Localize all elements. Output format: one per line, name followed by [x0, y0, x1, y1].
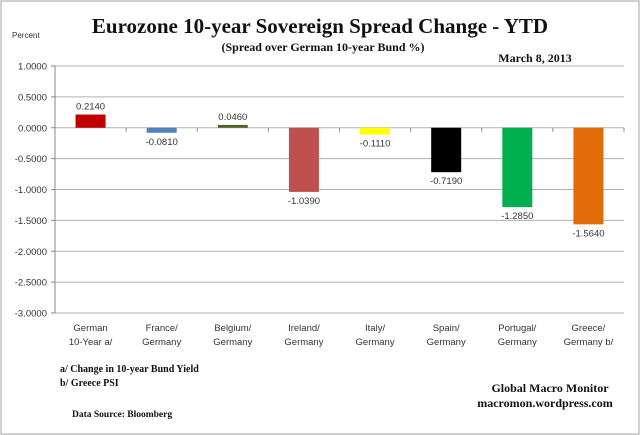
data-label: -1.2850 [501, 211, 533, 222]
credit-url: macromon.wordpress.com [477, 396, 613, 410]
chart-title: Eurozone 10-year Sovereign Spread Change… [92, 14, 548, 38]
y-tick-label: -3.0000 [15, 309, 47, 320]
data-label: 0.0460 [218, 112, 247, 123]
y-tick-label: -1.0000 [15, 185, 47, 196]
x-tick-label: German [73, 323, 107, 334]
y-tick-label: -1.5000 [15, 216, 47, 227]
x-tick-label: Germany [284, 337, 323, 348]
y-tick-label: -0.5000 [15, 154, 47, 165]
bar [75, 114, 106, 128]
x-tick-label: Greece/ [572, 323, 606, 334]
footnote-a: a/ Change in 10-year Bund Yield [60, 364, 199, 375]
bar [288, 127, 319, 192]
chart-date: March 8, 2013 [498, 51, 571, 65]
x-tick-label: Belgium/ [214, 323, 251, 334]
bar [573, 127, 604, 225]
x-tick-label: 10-Year a/ [69, 337, 113, 348]
x-tick-label: Germany b/ [564, 337, 614, 348]
y-tick-label: -2.0000 [15, 247, 47, 258]
credit-name: Global Macro Monitor [491, 381, 609, 395]
y-axis-label: Percent [12, 31, 40, 40]
data-source: Data Source: Bloomberg [72, 410, 172, 420]
y-tick-label: 0.0000 [18, 123, 47, 134]
x-tick-label: Spain/ [433, 323, 460, 334]
y-tick-label: 1.0000 [18, 62, 47, 73]
x-tick-label: Germany [142, 337, 181, 348]
x-tick-label: Germany [427, 337, 466, 348]
data-label: 0.2140 [76, 102, 105, 113]
data-label: -1.5640 [572, 228, 604, 239]
y-tick-label: -2.5000 [15, 278, 47, 289]
x-tick-label: Germany [213, 337, 252, 348]
bar [217, 124, 248, 128]
x-tick-label: France/ [146, 323, 179, 334]
data-label: -0.1110 [360, 139, 391, 150]
bar [431, 127, 462, 173]
bar [360, 127, 391, 135]
data-label: -0.0810 [146, 137, 178, 148]
data-label: -0.7190 [430, 176, 462, 187]
bar [502, 127, 533, 208]
data-label: -1.0390 [288, 196, 320, 207]
x-tick-label: Italy/ [365, 323, 385, 334]
x-tick-label: Germany [498, 337, 537, 348]
x-tick-label: Ireland/ [288, 323, 320, 334]
footnote-b: b/ Greece PSI [60, 378, 119, 389]
x-tick-label: Portugal/ [498, 323, 536, 334]
bar [146, 127, 177, 133]
y-tick-label: 0.5000 [18, 92, 47, 103]
x-tick-label: Germany [356, 337, 395, 348]
chart-subtitle: (Spread over German 10-year Bund %) [222, 40, 425, 54]
